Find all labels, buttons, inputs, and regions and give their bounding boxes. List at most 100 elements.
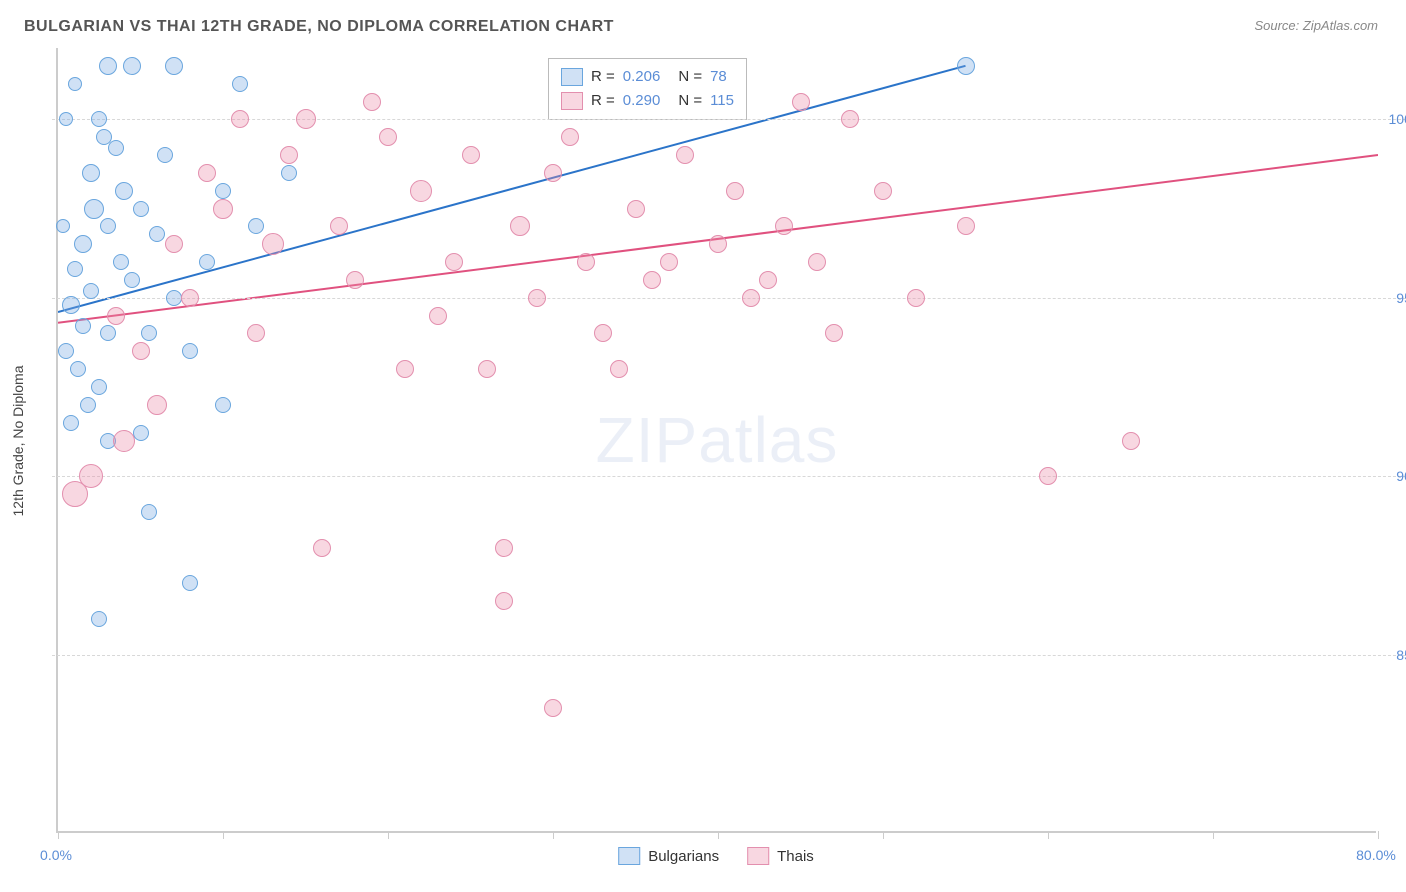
scatter-point (775, 217, 793, 235)
scatter-point (1122, 432, 1140, 450)
scatter-point (215, 183, 231, 199)
correlation-legend: R = 0.206 N = 78 R = 0.290 N = 115 (548, 58, 747, 120)
chart-container: ZIPatlas R = 0.206 N = 78 R = 0.290 N = … (56, 48, 1376, 833)
scatter-point (874, 182, 892, 200)
scatter-point (792, 93, 810, 111)
scatter-point (198, 164, 216, 182)
scatter-point (742, 289, 760, 307)
scatter-point (100, 218, 116, 234)
scatter-point (147, 395, 167, 415)
swatch-thais (561, 92, 583, 110)
scatter-point (627, 200, 645, 218)
scatter-point (346, 271, 364, 289)
r-label: R = (591, 89, 615, 113)
scatter-point (462, 146, 480, 164)
scatter-point (232, 76, 248, 92)
scatter-point (165, 235, 183, 253)
scatter-point (676, 146, 694, 164)
chart-title: BULGARIAN VS THAI 12TH GRADE, NO DIPLOMA… (24, 18, 614, 36)
scatter-point (141, 504, 157, 520)
scatter-point (75, 318, 91, 334)
scatter-point (262, 233, 284, 255)
xtick (553, 831, 554, 839)
r-value-bulgarians: 0.206 (623, 65, 661, 89)
scatter-point (99, 57, 117, 75)
scatter-point (91, 111, 107, 127)
yaxis-title: 12th Grade, No Diploma (10, 365, 26, 516)
xtick (58, 831, 59, 839)
scatter-point (96, 129, 112, 145)
n-value-thais: 115 (710, 89, 734, 113)
scatter-point (313, 539, 331, 557)
n-label: N = (678, 65, 702, 89)
scatter-point (113, 254, 129, 270)
scatter-point (149, 226, 165, 242)
scatter-point (247, 324, 265, 342)
scatter-point (115, 182, 133, 200)
n-value-bulgarians: 78 (710, 65, 727, 89)
scatter-point (281, 165, 297, 181)
legend-item-bulgarians: Bulgarians (618, 847, 719, 865)
scatter-point (296, 109, 316, 129)
scatter-point (577, 253, 595, 271)
scatter-point (396, 360, 414, 378)
scatter-point (213, 199, 233, 219)
scatter-point (957, 217, 975, 235)
source-label: Source: ZipAtlas.com (1254, 18, 1378, 33)
legend-item-thais: Thais (747, 847, 814, 865)
scatter-point (56, 219, 70, 233)
swatch-thais (747, 847, 769, 865)
scatter-point (594, 324, 612, 342)
scatter-point (113, 430, 135, 452)
scatter-point (70, 361, 86, 377)
scatter-point (199, 254, 215, 270)
scatter-point (280, 146, 298, 164)
xtick (388, 831, 389, 839)
scatter-point (67, 261, 83, 277)
xtick-label-lo: 0.0% (40, 847, 72, 863)
xtick (1213, 831, 1214, 839)
scatter-point (363, 93, 381, 111)
scatter-point (957, 57, 975, 75)
scatter-point (62, 481, 88, 507)
swatch-bulgarians (561, 68, 583, 86)
scatter-point (379, 128, 397, 146)
scatter-point (330, 217, 348, 235)
scatter-point (182, 575, 198, 591)
xtick-label-hi: 80.0% (1356, 847, 1396, 863)
scatter-point (166, 290, 182, 306)
scatter-point (83, 283, 99, 299)
scatter-point (808, 253, 826, 271)
xtick (223, 831, 224, 839)
series-label-thais: Thais (777, 848, 814, 865)
scatter-point (709, 235, 727, 253)
plot-area: ZIPatlas R = 0.206 N = 78 R = 0.290 N = … (56, 48, 1376, 833)
ytick-label: 95.0% (1396, 290, 1406, 306)
scatter-point (181, 289, 199, 307)
scatter-point (215, 397, 231, 413)
scatter-point (157, 147, 173, 163)
scatter-point (165, 57, 183, 75)
scatter-point (123, 57, 141, 75)
scatter-point (544, 164, 562, 182)
scatter-point (1039, 467, 1057, 485)
scatter-point (231, 110, 249, 128)
scatter-point (132, 342, 150, 360)
legend-row-bulgarians: R = 0.206 N = 78 (561, 65, 734, 89)
scatter-point (91, 611, 107, 627)
xtick (718, 831, 719, 839)
watermark: ZIPatlas (596, 403, 839, 477)
scatter-point (660, 253, 678, 271)
series-legend: Bulgarians Thais (618, 847, 814, 865)
r-label: R = (591, 65, 615, 89)
scatter-point (759, 271, 777, 289)
scatter-point (726, 182, 744, 200)
scatter-point (133, 201, 149, 217)
watermark-atlas: atlas (698, 404, 838, 476)
xtick (1048, 831, 1049, 839)
gridline (52, 655, 1406, 656)
scatter-point (91, 379, 107, 395)
scatter-point (528, 289, 546, 307)
scatter-point (68, 77, 82, 91)
scatter-point (63, 415, 79, 431)
